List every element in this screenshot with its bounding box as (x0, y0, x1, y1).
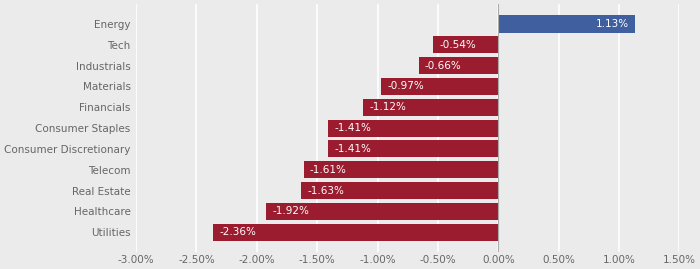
Text: -0.66%: -0.66% (425, 61, 461, 71)
Bar (328, 140, 498, 157)
Bar (302, 182, 498, 199)
Text: -1.41%: -1.41% (334, 144, 371, 154)
Text: -1.12%: -1.12% (369, 102, 406, 112)
Text: 1.13%: 1.13% (596, 19, 629, 29)
Bar (267, 203, 498, 220)
Text: -1.63%: -1.63% (307, 186, 344, 196)
Bar (328, 120, 498, 137)
Bar (363, 99, 498, 116)
Text: -1.92%: -1.92% (272, 206, 309, 217)
Text: -0.54%: -0.54% (439, 40, 476, 50)
Bar (304, 161, 498, 178)
Bar (498, 15, 635, 33)
Bar (433, 36, 498, 53)
Bar (382, 78, 498, 95)
Text: -2.36%: -2.36% (219, 227, 256, 237)
Bar (419, 57, 498, 74)
Bar (214, 224, 498, 241)
Text: -0.97%: -0.97% (387, 82, 424, 91)
Text: -1.41%: -1.41% (334, 123, 371, 133)
Text: -1.61%: -1.61% (310, 165, 346, 175)
